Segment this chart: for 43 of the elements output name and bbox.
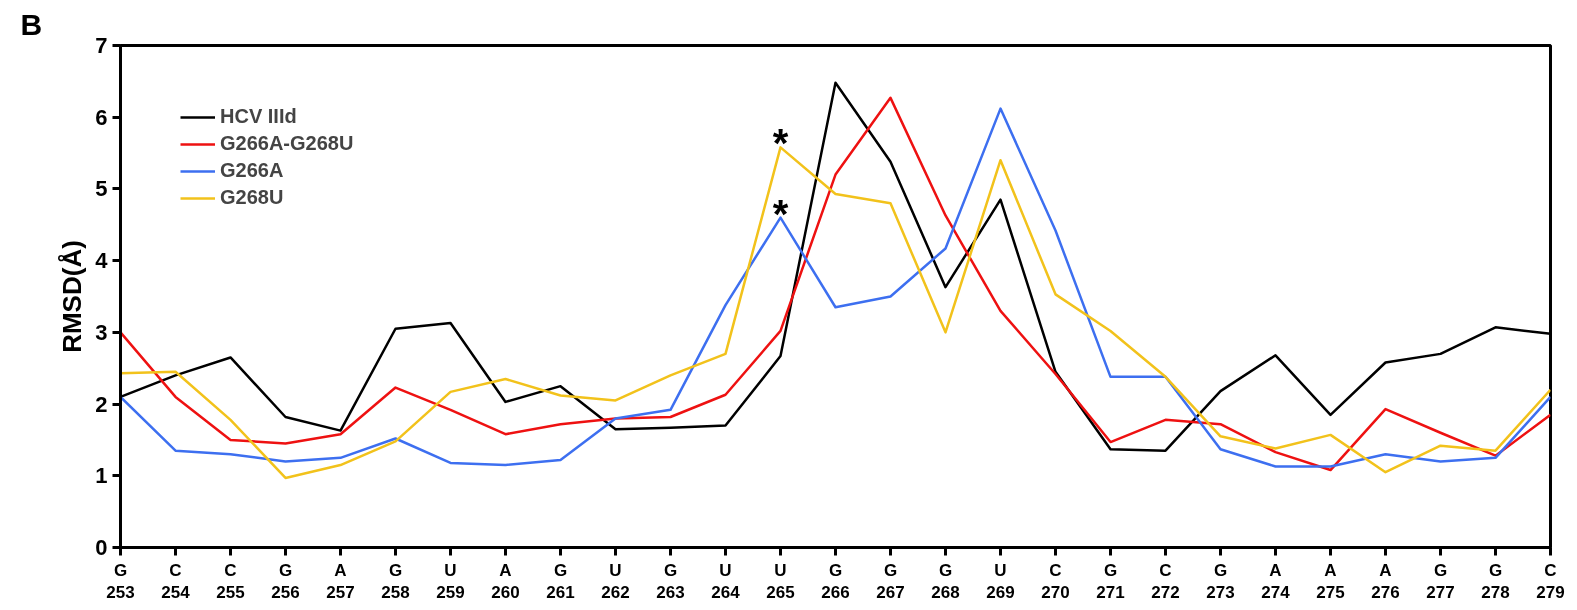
- legend-label: G268U: [220, 186, 284, 209]
- x-tick-label: G 278: [1481, 560, 1510, 603]
- y-tick-label: 3: [95, 319, 108, 345]
- x-tick-label: A 275: [1316, 560, 1345, 603]
- x-tick-label: G 268: [931, 560, 960, 603]
- x-tick-label: G 253: [106, 560, 135, 603]
- x-tick-label: G 256: [271, 560, 300, 603]
- x-tick-label: U 269: [986, 560, 1015, 603]
- y-tick-label: 7: [95, 33, 108, 58]
- y-axis-title: RMSD(Å): [57, 240, 88, 353]
- x-tick-label: A 274: [1261, 560, 1291, 603]
- x-tick-label: G 277: [1426, 560, 1455, 603]
- y-tick-label: 1: [95, 463, 108, 489]
- y-tick-label: 2: [95, 391, 108, 417]
- x-tick-label: G 271: [1096, 560, 1125, 603]
- x-tick-label: C 272: [1151, 560, 1180, 603]
- annotation: *: [772, 191, 789, 236]
- x-tick-label: G 258: [381, 560, 410, 603]
- x-tick-label: C 255: [216, 560, 245, 603]
- y-tick-label: 5: [95, 176, 108, 202]
- x-tick-label: A 276: [1371, 560, 1400, 603]
- x-tick-label: C 254: [161, 560, 191, 603]
- x-tick-label: U 264: [711, 560, 741, 603]
- x-tick-label: U 265: [766, 560, 795, 603]
- legend-label: G266A-G268U: [220, 132, 354, 155]
- x-tick-label: G 273: [1206, 560, 1235, 603]
- y-tick-label: 6: [95, 104, 108, 130]
- y-tick-label: 0: [95, 535, 108, 560]
- y-tick-label: 4: [95, 248, 109, 274]
- x-tick-label: A 260: [491, 560, 520, 603]
- x-tick-label: U 259: [436, 560, 465, 603]
- x-tick-label: G 267: [876, 560, 905, 603]
- x-tick-label: C 270: [1041, 560, 1070, 603]
- x-tick-label: G 266: [821, 560, 850, 603]
- x-tick-label: G 261: [546, 560, 575, 603]
- legend-label: G266A: [220, 159, 284, 182]
- x-tick-label: U 262: [601, 560, 630, 603]
- legend-label: HCV IIId: [220, 105, 297, 128]
- x-tick-label: C 279: [1536, 560, 1565, 603]
- x-tick-label: G 263: [656, 560, 685, 603]
- chart-title: B: [20, 7, 43, 41]
- x-tick-label: A 257: [326, 560, 355, 603]
- annotation: *: [772, 121, 789, 166]
